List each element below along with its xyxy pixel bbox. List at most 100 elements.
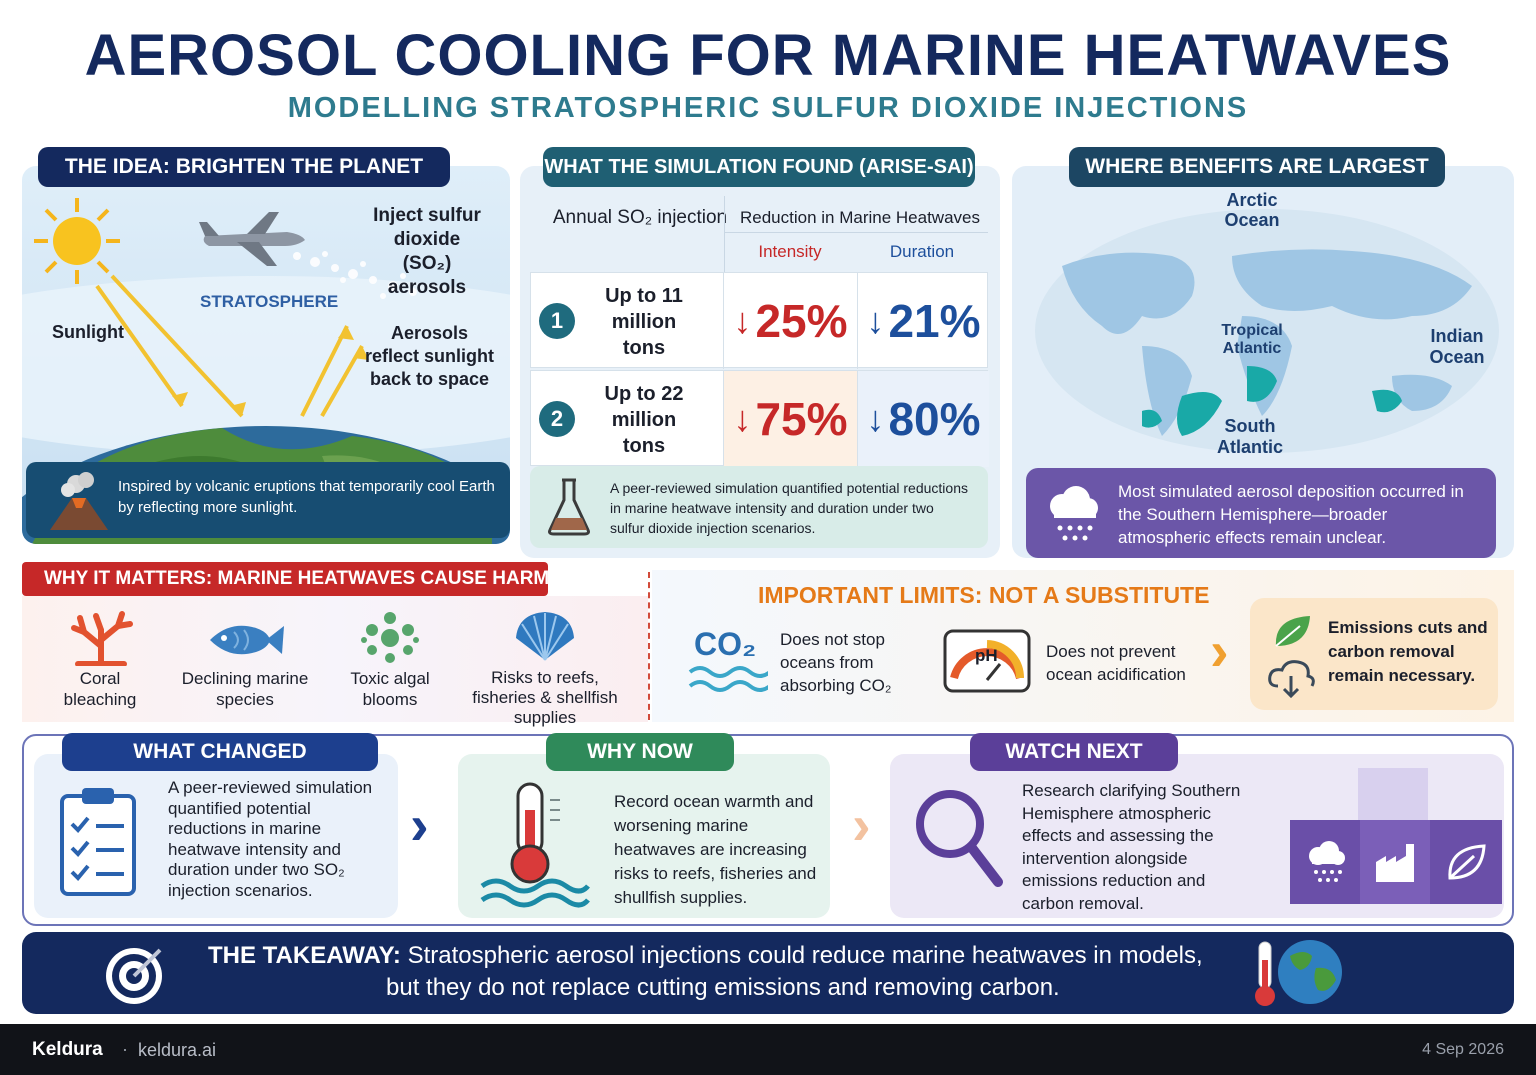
rain-cloud-icon xyxy=(1309,841,1345,882)
matters-label-coral: Coral bleaching xyxy=(63,669,137,709)
target-icon xyxy=(106,948,162,1004)
matters-label-fish: Declining marine species xyxy=(181,669,309,709)
aerosol-trail xyxy=(293,251,417,299)
benefits-note-text: Most simulated aerosol deposition occurr… xyxy=(1118,482,1464,547)
header-divider xyxy=(724,196,725,272)
injection-column-header: Annual SO₂ injection xyxy=(552,207,728,228)
row-amount: Up to 11 million tons xyxy=(605,285,683,359)
world-map xyxy=(1035,209,1499,453)
benefits-panel: Arctic Ocean Tropical Atlantic Indian Oc… xyxy=(1012,166,1514,558)
sun-icon xyxy=(34,198,120,284)
duration-value: 21% xyxy=(888,295,981,347)
intensity-value: 75% xyxy=(755,393,848,445)
algae-icon xyxy=(361,612,419,663)
magnifier-icon xyxy=(916,790,1003,887)
whynow-text: Record ocean warmth and worsening marine… xyxy=(614,792,817,907)
matters-label-algae: Toxic algal blooms xyxy=(350,669,430,709)
footer-brand: Keldura xyxy=(32,1039,103,1060)
chevron-right-icon: › xyxy=(1210,619,1229,682)
page-subtitle: MODELLING STRATOSPHERIC SULFUR DIOXIDE I… xyxy=(287,92,1249,124)
matters-label-shell: Risks to reefs, fisheries & shellfish su… xyxy=(472,668,618,727)
leaf-icon xyxy=(1448,844,1486,880)
intensity-cell: ↓ 75% xyxy=(723,371,857,467)
benefits-note: Most simulated aerosol deposition occurr… xyxy=(1026,468,1496,558)
arctic-label: Arctic Ocean xyxy=(1224,190,1280,230)
watch-text: Research clarifying Southern Hemisphere … xyxy=(1022,781,1241,913)
benefits-heading: WHERE BENEFITS ARE LARGEST xyxy=(1069,147,1445,187)
idea-heading: THE IDEA: BRIGHTEN THE PLANET xyxy=(38,147,450,187)
down-arrow-icon: ↓ xyxy=(866,300,885,341)
simulation-panel: Annual SO₂ injection Reduction in Marine… xyxy=(520,166,1000,558)
down-arrow-icon: ↓ xyxy=(866,398,885,439)
shell-icon xyxy=(516,612,574,661)
limit-item-necessary-box: Emissions cuts and carbon removal remain… xyxy=(1250,598,1498,710)
intensity-header: Intensity xyxy=(758,242,822,261)
row-amount: Up to 22 million tons xyxy=(604,383,684,457)
changed-text: A peer-reviewed simulation quantified po… xyxy=(168,778,373,900)
whynow-heading: WHY NOW xyxy=(546,733,734,771)
subheader-row xyxy=(724,232,988,272)
stratosphere-label: STRATOSPHERE xyxy=(200,292,339,311)
duration-value: 80% xyxy=(888,393,981,445)
changed-heading: WHAT CHANGED xyxy=(62,733,378,771)
sunlight-label: Sunlight xyxy=(52,322,124,342)
leaf-icon xyxy=(1275,616,1310,647)
globe-icon xyxy=(1278,940,1342,1004)
fish-icon xyxy=(210,625,284,655)
limit-item-acidification: Does not prevent ocean acidification xyxy=(1046,642,1186,684)
inject-label: Inject sulfur dioxide (SO₂) aerosols xyxy=(373,205,481,298)
idea-panel: Inject sulfur dioxide (SO₂) aerosols STR… xyxy=(22,166,510,544)
page-title: AEROSOL COOLING FOR MARINE HEATWAVES xyxy=(84,23,1452,88)
footer-url[interactable]: keldura.ai xyxy=(138,1040,217,1060)
chevron-right-icon: › xyxy=(410,793,429,856)
takeaway-label: THE TAKEAWAY: xyxy=(208,942,401,969)
indian-label: Indian Ocean xyxy=(1429,326,1485,367)
simulation-note: A peer-reviewed simulation quantified po… xyxy=(530,466,988,548)
watch-card: Research clarifying Southern Hemisphere … xyxy=(890,754,1504,918)
flask-icon xyxy=(548,478,590,536)
footer-date: 4 Sep 2026 xyxy=(1422,1041,1504,1058)
puzzle-graphic xyxy=(1290,768,1502,918)
ph-gauge-icon xyxy=(943,629,1031,693)
whynow-card: Record ocean warmth and worsening marine… xyxy=(458,754,830,918)
limits-panel: IMPORTANT LIMITS: NOT A SUBSTITUTE CO₂ D… xyxy=(652,570,1514,722)
footer-separator: · xyxy=(122,1039,128,1059)
airplane-icon xyxy=(199,212,305,266)
limits-heading: IMPORTANT LIMITS: NOT A SUBSTITUTE xyxy=(758,582,1210,608)
takeaway-line1: THE TAKEAWAY: Stratospheric aerosol inje… xyxy=(208,942,1268,970)
matters-heading: WHY IT MATTERS: MARINE HEATWAVES CAUSE H… xyxy=(22,562,549,596)
rain-cloud-icon xyxy=(1050,486,1098,541)
down-arrow-icon: ↓ xyxy=(733,398,752,439)
duration-header: Duration xyxy=(889,242,955,261)
takeaway-banner: THE TAKEAWAY: Stratospheric aerosol inje… xyxy=(22,932,1514,1014)
intensity-value: 25% xyxy=(755,295,848,347)
takeaway-text-line2: but they do not replace cutting emission… xyxy=(386,974,1060,1001)
volcano-icon xyxy=(50,472,108,530)
duration-cell: ↓ 80% xyxy=(857,371,989,467)
duration-cell: ↓ 21% xyxy=(857,273,989,369)
thermometer-icon xyxy=(1255,941,1275,1006)
table-row: 1 Up to 11 million tons ↓ 25% ↓ 21% xyxy=(530,272,989,369)
dashed-divider xyxy=(648,572,650,720)
reduction-column-header: Reduction in Marine Heatwaves xyxy=(739,208,980,227)
simulation-note-text: A peer-reviewed simulation quantified po… xyxy=(610,480,968,536)
simulation-heading: WHAT THE SIMULATION FOUND (ARISE-SAI) xyxy=(543,147,975,187)
watch-heading: WATCH NEXT xyxy=(970,733,1178,771)
footer-bar: Keldura · keldura.ai 4 Sep 2026 xyxy=(0,1024,1536,1075)
takeaway-text-line1: Stratospheric aerosol injections could r… xyxy=(407,942,1203,969)
tropical-label: Tropical Atlantic xyxy=(1221,322,1283,357)
table-row: 2 Up to 22 million tons ↓ 75% ↓ 80% xyxy=(530,370,989,467)
south-atlantic-label: South Atlantic xyxy=(1216,416,1283,457)
co2-icon: CO₂ xyxy=(694,626,757,662)
cloud-download-icon xyxy=(1268,660,1315,699)
limit-item-necessary: Emissions cuts and carbon removal remain… xyxy=(1328,618,1488,685)
bottom-frame xyxy=(22,734,1514,926)
thermometer-icon xyxy=(480,782,590,908)
factory-icon xyxy=(1376,844,1414,882)
sunlight-rays xyxy=(95,274,369,418)
chevron-right-icon: › xyxy=(852,793,871,856)
row-index: 2 xyxy=(539,401,575,437)
coral-icon xyxy=(71,611,133,666)
ph-glyph: pH xyxy=(975,646,998,665)
volcano-note-text: Inspired by volcanic eruptions that temp… xyxy=(118,478,495,516)
